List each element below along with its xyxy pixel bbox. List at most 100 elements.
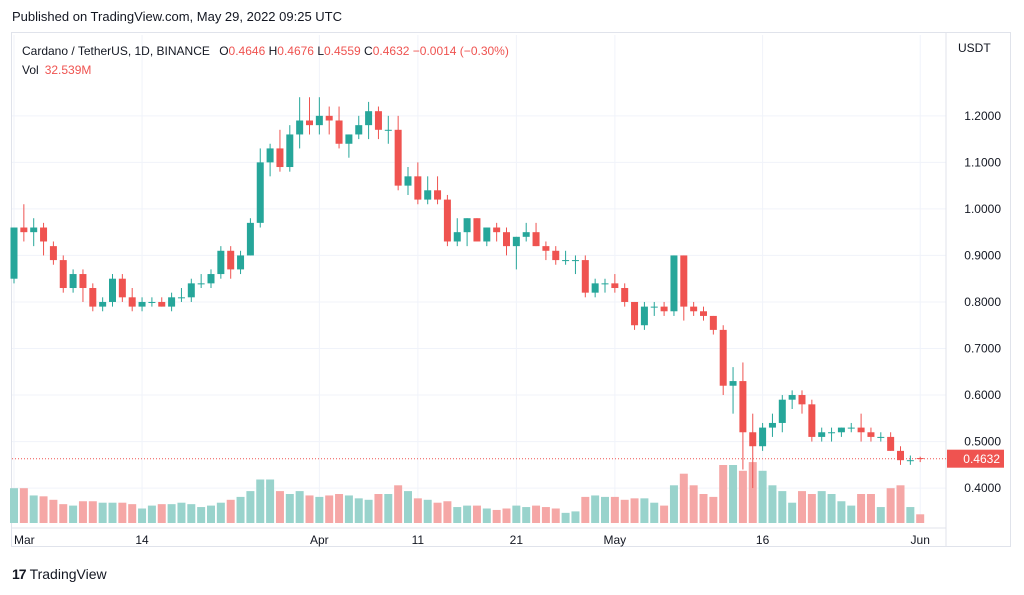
candle-body (857, 427, 865, 433)
candle-body (483, 227, 491, 242)
candle-body (345, 134, 353, 144)
price-tick-label: 1.0000 (964, 202, 1001, 216)
candle-body (591, 283, 599, 293)
volume-bar (266, 479, 275, 523)
volume-bar (246, 491, 255, 523)
volume-bar (413, 498, 422, 523)
volume-bar (197, 507, 206, 523)
legend-high-label: H (268, 44, 278, 58)
candle-body (30, 227, 38, 233)
candle-body (237, 255, 245, 270)
volume-bar (305, 495, 314, 523)
volume-bar (906, 507, 915, 523)
volume-bar (128, 504, 137, 523)
volume-bar (472, 505, 481, 523)
volume-bar (98, 502, 107, 523)
volume-bar (157, 504, 166, 523)
legend-low-label: L (317, 44, 324, 58)
candle-body (256, 162, 264, 223)
volume-bar (285, 494, 294, 523)
candle-body (414, 176, 422, 200)
price-axis-unit: USDT (958, 41, 991, 55)
candle-body (719, 329, 727, 386)
candle-body (680, 255, 688, 307)
volume-bar (866, 494, 875, 523)
candle-body (79, 274, 87, 289)
candle-body (158, 301, 166, 307)
candle-body (89, 288, 97, 307)
volume-bar (147, 505, 156, 523)
candle-body (286, 134, 294, 168)
volume-bar (581, 496, 590, 523)
volume-bar (660, 505, 669, 523)
candle-body (49, 246, 57, 261)
volume-bar (443, 501, 452, 523)
volume-bar (630, 498, 639, 523)
candle-body (10, 227, 18, 279)
volume-bar (522, 507, 531, 523)
price-tick-label: 0.6000 (964, 388, 1001, 402)
volume-bar (591, 495, 600, 523)
candle-body (109, 278, 116, 302)
candle-body (118, 278, 126, 298)
candle-body (631, 301, 639, 326)
volume-bar (374, 494, 383, 523)
volume-bar (69, 505, 78, 523)
volume-bar (177, 502, 186, 523)
volume-bar (502, 508, 511, 523)
candle-body (828, 432, 836, 434)
volume-bar (916, 514, 925, 523)
volume-bar (482, 508, 491, 523)
candle-body (306, 120, 313, 126)
candle-body (768, 422, 776, 428)
candle-body (276, 148, 284, 168)
candle-body (709, 315, 717, 330)
candle-body (463, 218, 471, 233)
volume-bar (423, 499, 432, 523)
volume-bar (532, 505, 541, 523)
date-tick-label: 14 (135, 533, 149, 547)
volume-bar (699, 494, 708, 523)
volume-bar (167, 504, 176, 523)
candle-body (897, 450, 904, 461)
volume-bar (729, 465, 738, 523)
volume-bar (669, 485, 678, 523)
candle-body (522, 232, 530, 237)
date-tick-label: Jun (911, 533, 930, 547)
volume-bar (709, 496, 718, 523)
volume-bar (394, 485, 403, 523)
volume-bar (463, 505, 472, 523)
candle-body (640, 306, 648, 326)
volume-bar (207, 505, 215, 523)
legend-symbol: Cardano / TetherUS, 1D, BINANCE (22, 44, 210, 58)
candle-body (670, 255, 678, 312)
volume-bar (295, 491, 304, 523)
volume-bar (88, 501, 97, 523)
volume-bar (551, 508, 560, 523)
chart-frame (11, 32, 1011, 547)
footer-brand[interactable]: 17 TradingView (12, 566, 107, 582)
volume-bar (453, 507, 462, 523)
candle-body (443, 199, 451, 242)
candle-body (315, 115, 323, 126)
volume-bar (384, 494, 393, 523)
candle-body (335, 120, 343, 144)
volume-bar (679, 473, 688, 523)
candle-body (128, 297, 136, 307)
candle-body (168, 297, 176, 307)
price-tick-label: 0.9000 (964, 248, 1001, 262)
candle-body (916, 458, 924, 460)
candle-body (581, 260, 589, 293)
volume-bar (187, 504, 196, 523)
volume-bar (10, 488, 18, 523)
volume-bar (748, 462, 757, 523)
volume-bar (886, 488, 895, 523)
last-price-label: 0.4632 (963, 452, 1000, 466)
candle-body (325, 115, 333, 121)
volume-bar (404, 491, 412, 523)
candle-body (138, 301, 146, 307)
candle-body (867, 432, 875, 437)
chart-legend: Cardano / TetherUS, 1D, BINANCE O0.4646 … (22, 42, 509, 80)
volume-bar (758, 470, 767, 523)
